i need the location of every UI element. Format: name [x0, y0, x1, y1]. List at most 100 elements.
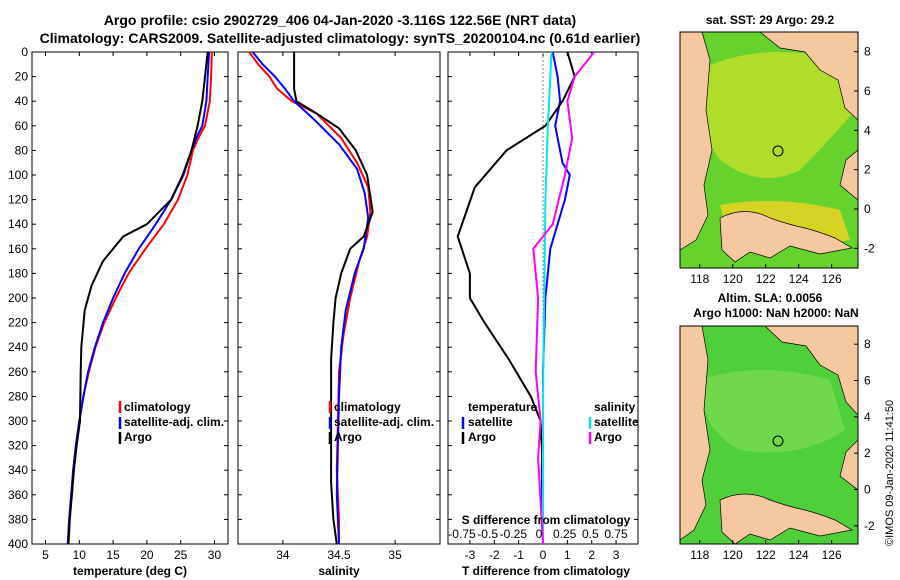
diff-legend-s-argo-label: Argo — [594, 430, 622, 444]
x-tick-label: 34.5 — [327, 548, 351, 562]
series-line-climatology — [248, 51, 372, 544]
sst-land-west — [679, 31, 713, 251]
diff-legend-t-satellite-label: satellite — [468, 415, 513, 429]
series-line-salinity-satellite — [542, 51, 553, 544]
salinity-legend: climatology satellite-adj. clim. Argo — [328, 400, 434, 444]
diff-legend-salinity-heading: salinity — [594, 400, 636, 414]
series-line-satellite-adj-clim- — [251, 51, 370, 545]
difference-salinity-legend: salinity satellite Argo — [588, 400, 639, 444]
series-line-argo — [293, 52, 374, 545]
s-tick-label: -0.5 — [477, 527, 498, 541]
y-tick-label: 180 — [8, 266, 28, 280]
y-tick-label: 380 — [8, 512, 28, 526]
map-x-tick-label: 118 — [690, 272, 709, 286]
s-tick-label: 0 — [536, 527, 543, 541]
x-tick-label: -1 — [513, 548, 524, 562]
sst-map-title: sat. SST: 29 Argo: 29.2 — [706, 13, 835, 27]
sla-map-title-1: Altim. SLA: 0.0056 — [718, 291, 823, 305]
x-tick-label: 20 — [140, 548, 154, 562]
legend-climatology-label: climatology — [124, 400, 191, 414]
y-tick-label: 320 — [8, 439, 28, 453]
map-x-tick-label: 126 — [822, 272, 842, 286]
sal-legend-satellite-label: satellite-adj. clim. — [334, 415, 434, 429]
y-tick-label: 0 — [21, 45, 28, 59]
map-y-tick-label: 2 — [864, 446, 871, 460]
map-y-tick-label: 8 — [864, 45, 871, 59]
sst-map-ticks: 118 120 122 124 126 8 6 4 2 0 -2 — [690, 45, 875, 286]
y-tick-label: 300 — [8, 414, 28, 428]
map-x-tick-label: 124 — [789, 548, 809, 562]
legend-argo-label: Argo — [124, 430, 152, 444]
map-x-tick-label: 118 — [690, 548, 709, 562]
x-tick-label: 5 — [42, 548, 49, 562]
title-line-2: Climatology: CARS2009. Satellite-adjuste… — [40, 30, 641, 46]
sst-argo-location-marker — [772, 145, 784, 157]
s-tick-label: 0.5 — [582, 527, 599, 541]
x-tick-label: 1 — [564, 548, 571, 562]
y-tick-label: 260 — [8, 365, 28, 379]
sla-map — [679, 325, 859, 545]
sal-legend-climatology-label: climatology — [334, 400, 401, 414]
sla-land-south — [719, 493, 853, 545]
x-tick-label: 15 — [106, 548, 120, 562]
y-tick-label: 40 — [15, 94, 29, 108]
title-line-1: Argo profile: csio 2902729_406 04-Jan-20… — [104, 12, 576, 28]
difference-xlabel: T difference from climatology — [462, 564, 630, 578]
y-tick-label: 60 — [15, 119, 29, 133]
map-x-tick-label: 126 — [822, 548, 842, 562]
map-x-tick-label: 122 — [756, 548, 776, 562]
sst-map-frame — [679, 31, 859, 269]
map-y-tick-label: 6 — [864, 84, 871, 98]
series-line-argo — [67, 51, 209, 545]
sst-land-south — [719, 211, 853, 263]
x-tick-label: 30 — [208, 548, 222, 562]
y-tick-label: 240 — [8, 340, 28, 354]
temperature-panel: 0 20 40 60 80 100 120 140 160 180 200 220 240 260 280 3… — [8, 45, 228, 562]
series-line-climatology — [66, 51, 213, 545]
salinity-panel-frame — [237, 51, 441, 545]
y-tick-label: 140 — [8, 217, 28, 231]
map-x-tick-label: 120 — [723, 548, 743, 562]
y-tick-label: 400 — [8, 537, 28, 551]
diff-legend-s-satellite-label: satellite — [594, 415, 639, 429]
series-line-temperature-argo — [456, 51, 576, 544]
map-y-tick-label: 6 — [864, 374, 871, 388]
x-tick-label: 34 — [276, 548, 290, 562]
salinity-panel: 34 34.5 35 — [238, 51, 440, 562]
temperature-xlabel: temperature (deg C) — [73, 564, 187, 578]
x-tick-label: 10 — [73, 548, 87, 562]
s-tick-label: -0.25 — [500, 527, 528, 541]
y-tick-label: 220 — [8, 316, 28, 330]
legend-satellite-label: satellite-adj. clim. — [124, 415, 224, 429]
x-tick-label: -2 — [489, 548, 500, 562]
salinity-xlabel: salinity — [318, 564, 360, 578]
map-y-tick-label: -2 — [864, 519, 875, 533]
imos-watermark: ©IMOS 09-Jan-2020 11:41:50 — [884, 400, 896, 546]
s-tick-label: -0.75 — [448, 527, 476, 541]
x-tick-label: 25 — [174, 548, 188, 562]
sst-warm-region — [697, 52, 855, 178]
sla-argo-location-marker — [772, 435, 784, 447]
series-line-salinity-argo — [532, 51, 595, 545]
x-tick-label: 0 — [540, 548, 547, 562]
map-y-tick-label: 4 — [864, 410, 871, 424]
y-tick-label: 200 — [8, 291, 28, 305]
map-x-tick-label: 120 — [723, 272, 743, 286]
x-tick-label: 35 — [388, 548, 402, 562]
y-tick-label: 20 — [15, 70, 29, 84]
x-tick-label: -3 — [465, 548, 476, 562]
y-tick-label: 100 — [8, 168, 28, 182]
x-tick-label: 2 — [588, 548, 595, 562]
diff-legend-temperature-heading: temperature — [468, 400, 538, 414]
difference-panel: -3 -2 -1 0 1 2 3 — [448, 51, 638, 562]
y-tick-label: 340 — [8, 463, 28, 477]
map-y-tick-label: 0 — [864, 483, 871, 497]
y-tick-label: 360 — [8, 488, 28, 502]
difference-temperature-legend: temperature satellite Argo — [461, 400, 538, 444]
s-tick-label: 0.75 — [604, 527, 628, 541]
map-y-tick-label: 0 — [864, 202, 871, 216]
x-tick-label: 3 — [613, 548, 620, 562]
sal-legend-argo-label: Argo — [334, 430, 362, 444]
y-tick-label: 120 — [8, 193, 28, 207]
